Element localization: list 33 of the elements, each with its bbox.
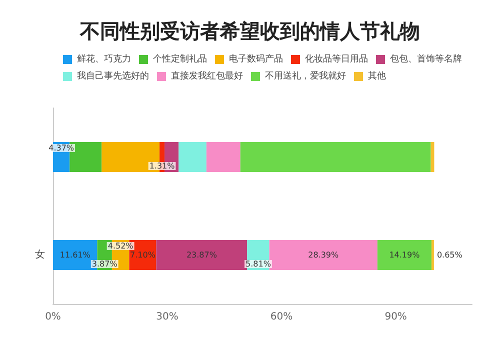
bar — [269, 240, 378, 270]
legend-label: 个性定制礼品 — [153, 54, 207, 64]
legend-label: 我自己事先选好的 — [77, 70, 149, 82]
data-label: 7.10% — [130, 250, 156, 260]
data-label: 11.61% — [60, 250, 91, 260]
x-tick-label: 90% — [384, 312, 407, 322]
legend-label: 直接发我红包最好 — [171, 70, 243, 82]
x-tick-label: 0% — [45, 312, 61, 322]
bar — [431, 240, 434, 270]
legend-label: 电子数码产品 — [229, 54, 283, 64]
legend-label: 鲜花、巧克力 — [77, 54, 131, 64]
bar — [377, 240, 432, 270]
data-label: 4.37% — [48, 144, 74, 152]
data-label: 3.87% — [92, 260, 118, 268]
chart-title: 不同性别受访者希望收到的情人节礼物 — [79, 19, 420, 43]
bar — [178, 142, 206, 172]
legend-label: 其他 — [368, 70, 386, 82]
data-label: 23.87% — [186, 250, 218, 260]
data-label: 14.19% — [389, 250, 420, 260]
bar — [240, 142, 431, 172]
legend-label: 不用送礼，爱我就好 — [265, 70, 346, 82]
legend-label: 包包、首饰等名牌 — [390, 54, 462, 64]
data-label: 28.39% — [308, 250, 339, 260]
legend-label: 化妆品等日用品 — [305, 54, 368, 64]
bar — [206, 142, 240, 172]
data-label: 0.65% — [436, 250, 463, 260]
bar — [156, 240, 248, 270]
y-tick-label: 女 — [35, 248, 45, 260]
data-label: 4.52% — [108, 242, 134, 250]
data-label: 5.81% — [246, 260, 272, 268]
x-tick-label: 60% — [270, 312, 293, 322]
x-tick-label: 30% — [156, 312, 178, 322]
data-label: 1.31% — [149, 162, 176, 170]
